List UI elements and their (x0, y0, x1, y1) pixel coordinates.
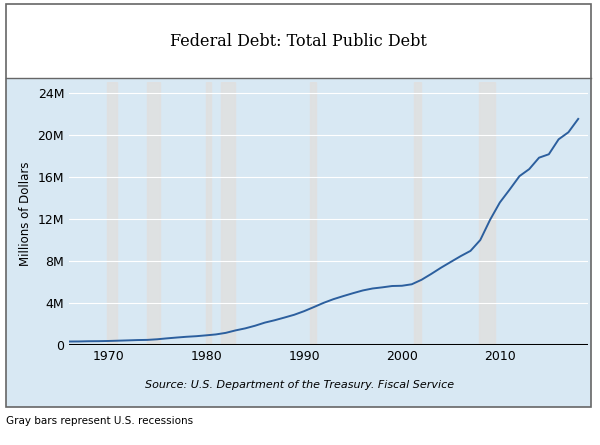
Bar (107, 82, 117, 345)
Bar (310, 82, 316, 345)
Text: Source: U.S. Department of the Treasury. Fiscal Service: Source: U.S. Department of the Treasury.… (145, 380, 455, 390)
Bar (206, 82, 211, 345)
Bar (479, 82, 495, 345)
Bar (221, 82, 235, 345)
Bar (146, 82, 160, 345)
Y-axis label: Millions of Dollars: Millions of Dollars (19, 162, 32, 266)
Text: Gray bars represent U.S. recessions: Gray bars represent U.S. recessions (6, 416, 193, 425)
Bar (414, 82, 421, 345)
Text: Federal Debt: Total Public Debt: Federal Debt: Total Public Debt (170, 32, 427, 50)
